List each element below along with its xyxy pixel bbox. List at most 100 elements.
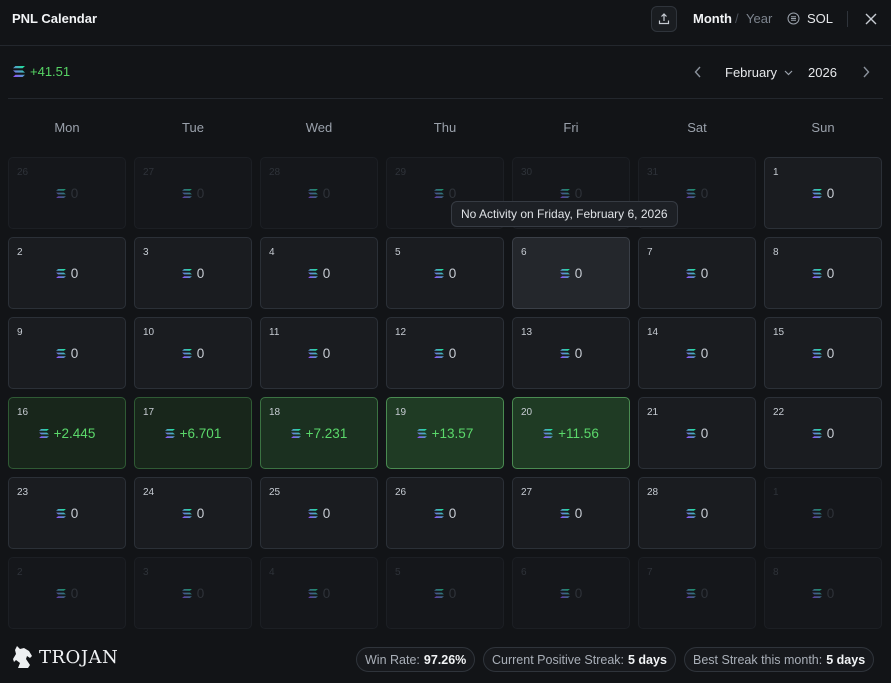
calendar-day-cell[interactable]: 12 0 — [386, 317, 504, 389]
day-number: 1 — [773, 487, 779, 498]
current-streak-label: Current Positive Streak: — [492, 652, 624, 667]
day-pnl-value: 0 — [322, 586, 331, 601]
calendar-day-cell[interactable]: 15 0 — [764, 317, 882, 389]
day-pnl: 0 — [261, 346, 377, 361]
calendar-day-cell[interactable]: 27 0 — [134, 157, 252, 229]
day-pnl-value: 0 — [322, 506, 331, 521]
close-button[interactable] — [863, 11, 879, 27]
page-title: PNL Calendar — [12, 11, 98, 26]
month-total-pnl: +41.51 — [13, 64, 70, 79]
day-pnl: 0 — [765, 506, 881, 521]
win-rate-label: Win Rate: — [365, 652, 420, 667]
day-pnl-value: 0 — [448, 186, 457, 201]
calendar-day-cell[interactable]: 11 0 — [260, 317, 378, 389]
day-pnl: 0 — [639, 186, 755, 201]
calendar-day-cell[interactable]: 25 0 — [260, 477, 378, 549]
calendar-day-cell[interactable]: 28 0 — [260, 157, 378, 229]
day-pnl: +13.57 — [387, 426, 503, 441]
day-pnl: 0 — [387, 186, 503, 201]
calendar-day-cell[interactable]: 27 0 — [512, 477, 630, 549]
day-pnl: +6.701 — [135, 426, 251, 441]
day-tooltip: No Activity on Friday, February 6, 2026 — [451, 201, 678, 227]
calendar-day-cell[interactable]: 10 0 — [134, 317, 252, 389]
calendar-day-cell[interactable]: 16 +2.445 — [8, 397, 126, 469]
best-streak-badge: Best Streak this month: 5 days — [684, 647, 875, 672]
day-pnl: 0 — [513, 346, 629, 361]
day-pnl-value: 0 — [448, 266, 457, 281]
day-pnl: 0 — [387, 506, 503, 521]
year-select[interactable]: 2026 — [808, 65, 837, 80]
solana-logo-icon — [559, 349, 570, 358]
day-number: 8 — [773, 567, 779, 578]
total-value: +41.51 — [30, 64, 71, 79]
next-month-button[interactable] — [858, 64, 874, 80]
calendar-day-cell[interactable]: 21 0 — [638, 397, 756, 469]
day-pnl: 0 — [135, 586, 251, 601]
solana-logo-icon — [416, 429, 427, 438]
calendar-day-cell[interactable]: 26 0 — [8, 157, 126, 229]
view-month-tab[interactable]: Month — [693, 11, 732, 26]
solana-logo-icon — [559, 509, 570, 518]
header-bar: PNL Calendar Month / Year SOL — [0, 0, 891, 46]
day-pnl: 0 — [261, 506, 377, 521]
calendar-day-cell[interactable]: 23 0 — [8, 477, 126, 549]
calendar-day-cell[interactable]: 13 0 — [512, 317, 630, 389]
win-rate-value: 97.26% — [423, 652, 467, 667]
solana-logo-icon — [559, 589, 570, 598]
solana-logo-icon — [543, 429, 554, 438]
prev-month-button[interactable] — [690, 64, 706, 80]
day-pnl-value: 0 — [700, 186, 709, 201]
solana-logo-icon — [307, 509, 318, 518]
close-icon — [865, 13, 877, 25]
solana-logo-icon — [55, 589, 66, 598]
calendar-day-cell[interactable]: 14 0 — [638, 317, 756, 389]
calendar-day-cell[interactable]: 18 +7.231 — [260, 397, 378, 469]
solana-logo-icon — [433, 349, 444, 358]
day-pnl: 0 — [9, 506, 125, 521]
token-selector[interactable]: SOL — [787, 11, 833, 26]
calendar-day-cell[interactable]: 28 0 — [638, 477, 756, 549]
solana-logo-icon — [559, 189, 570, 198]
day-pnl-value: 0 — [322, 266, 331, 281]
calendar-day-cell[interactable]: 22 0 — [764, 397, 882, 469]
solana-logo-icon — [290, 429, 301, 438]
calendar-day-cell[interactable]: 26 0 — [386, 477, 504, 549]
month-navigator: February 2026 — [690, 64, 875, 82]
day-pnl-value: 0 — [322, 186, 331, 201]
month-select[interactable]: February — [725, 65, 793, 80]
calendar-day-cell[interactable]: 24 0 — [134, 477, 252, 549]
solana-logo-icon — [685, 189, 696, 198]
view-year-tab[interactable]: Year — [746, 11, 773, 26]
export-button[interactable] — [651, 6, 677, 32]
calendar-day-cell[interactable]: 19 +13.57 — [386, 397, 504, 469]
day-pnl-value: 0 — [196, 586, 205, 601]
solana-logo-icon — [181, 349, 192, 358]
best-streak-value: 5 days — [826, 652, 866, 667]
day-pnl-value: +2.445 — [53, 426, 96, 441]
day-number: 15 — [773, 327, 785, 338]
share-upload-icon — [658, 13, 670, 25]
calendar-day-cell[interactable]: 20 +11.56 — [512, 397, 630, 469]
day-pnl-value: 0 — [574, 266, 583, 281]
calendar-day-cell[interactable]: 17 +6.701 — [134, 397, 252, 469]
day-pnl-value: 0 — [448, 346, 457, 361]
sol-coin-icon — [787, 12, 800, 25]
day-pnl: 0 — [639, 266, 755, 281]
